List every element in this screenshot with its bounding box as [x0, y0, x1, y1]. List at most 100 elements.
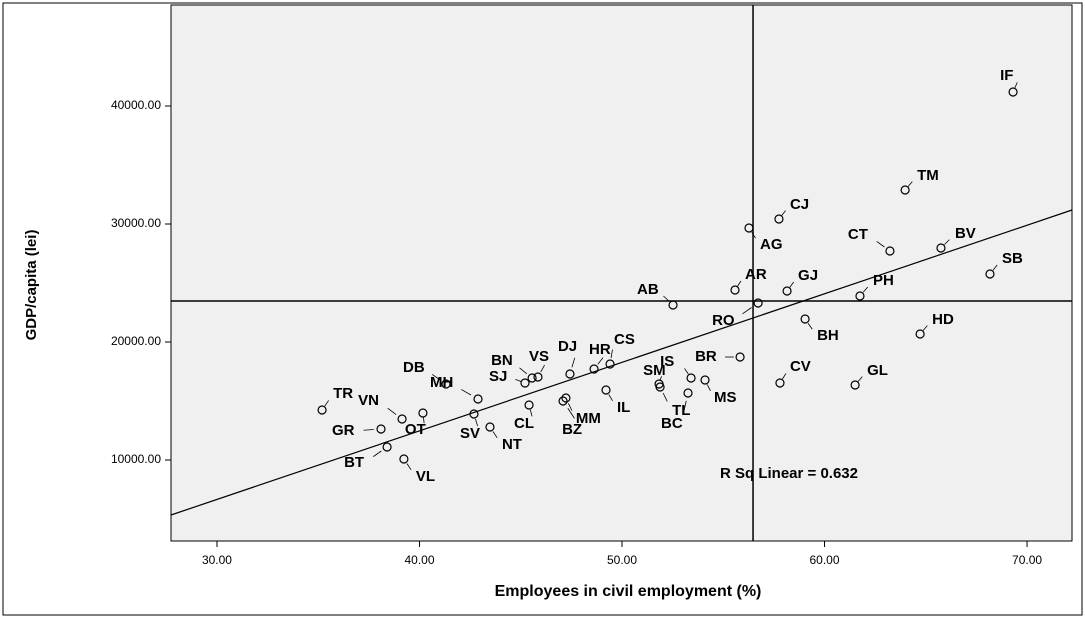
- point: [782, 286, 792, 296]
- point: [850, 380, 860, 390]
- point-label: RO: [712, 312, 735, 329]
- point-label: SB: [1002, 250, 1023, 267]
- point-label: CV: [790, 358, 811, 375]
- leader-line: [423, 417, 425, 424]
- x-tick-label: 70.00: [1012, 553, 1042, 567]
- leader-line: [857, 376, 863, 382]
- point-label: TM: [917, 167, 939, 184]
- point: [601, 385, 611, 395]
- point: [753, 298, 763, 308]
- point: [774, 214, 784, 224]
- point: [885, 246, 895, 256]
- point: [418, 408, 428, 418]
- leader-line: [406, 463, 412, 471]
- x-axis-title: Employees in civil employment (%): [495, 583, 762, 600]
- leader-line: [608, 394, 613, 402]
- leader-line: [492, 431, 498, 439]
- leader-line: [922, 325, 928, 331]
- leader-line: [363, 429, 374, 431]
- point-label: TL: [672, 402, 690, 419]
- leader-line: [431, 374, 441, 381]
- leader-line: [782, 373, 787, 380]
- point-label: IL: [617, 399, 630, 416]
- leader-line: [597, 357, 604, 365]
- point-label: CL: [514, 415, 534, 432]
- y-tick-label: 10000.00: [111, 452, 161, 466]
- leader-line: [610, 349, 613, 359]
- point: [485, 422, 495, 432]
- leader-line: [862, 286, 869, 293]
- fit-line: [170, 209, 1073, 516]
- point: [800, 314, 810, 324]
- point: [735, 352, 745, 362]
- point-label: BT: [344, 454, 364, 471]
- point: [561, 393, 571, 403]
- point: [744, 223, 754, 233]
- point-label: NT: [502, 436, 522, 453]
- leader-line: [568, 403, 573, 411]
- point: [441, 379, 451, 389]
- point: [605, 359, 615, 369]
- plot-area: [170, 4, 1073, 542]
- point-label: BC: [661, 415, 683, 432]
- leader-line: [737, 280, 742, 287]
- x-tick-label: 50.00: [607, 553, 637, 567]
- y-tick-label: 30000.00: [111, 216, 161, 230]
- leader-line: [684, 368, 689, 375]
- leader-line: [751, 232, 756, 239]
- leader-line: [662, 392, 668, 402]
- leader-line: [742, 307, 752, 315]
- leader-line: [324, 400, 330, 407]
- leader-line: [515, 379, 522, 382]
- point-label: GL: [867, 362, 888, 379]
- point: [382, 442, 392, 452]
- point: [683, 388, 693, 398]
- point-label: VL: [416, 468, 435, 485]
- point-label: AR: [745, 266, 767, 283]
- point-label: SJ: [489, 368, 507, 385]
- point: [855, 291, 865, 301]
- point: [900, 185, 910, 195]
- point-label: CT: [848, 226, 868, 243]
- point: [565, 369, 575, 379]
- point: [473, 394, 483, 404]
- point-label: TR: [333, 385, 353, 402]
- leader-line: [944, 239, 950, 245]
- point-label: PH: [873, 272, 894, 289]
- leader-line: [663, 295, 670, 302]
- x-tick-label: 40.00: [404, 553, 434, 567]
- y-tick-label: 40000.00: [111, 98, 161, 112]
- point-label: CS: [614, 331, 635, 348]
- leader-line: [807, 323, 813, 330]
- point-label: HD: [932, 311, 954, 328]
- point-label: GR: [332, 422, 355, 439]
- leader-line: [540, 364, 545, 373]
- point: [700, 375, 710, 385]
- point-label: OT: [405, 421, 426, 438]
- point: [589, 364, 599, 374]
- leader-line: [706, 384, 711, 392]
- point-label: AB: [637, 281, 659, 298]
- leader-line: [992, 264, 998, 271]
- leader-line: [907, 181, 913, 187]
- point-label: IS: [660, 353, 674, 370]
- point-label: GJ: [798, 267, 818, 284]
- x-tick-label: 60.00: [810, 553, 840, 567]
- leader-line: [781, 210, 786, 216]
- point: [399, 454, 409, 464]
- point: [686, 373, 696, 383]
- leader-line: [387, 407, 397, 415]
- leader-line: [567, 408, 575, 419]
- point: [533, 372, 543, 382]
- y-tick-label: 20000.00: [111, 334, 161, 348]
- point-label: BN: [491, 352, 513, 369]
- point: [915, 329, 925, 339]
- point: [558, 396, 568, 406]
- leader-line: [373, 450, 382, 457]
- point: [655, 382, 665, 392]
- point: [730, 285, 740, 295]
- point: [469, 409, 479, 419]
- annotation: R Sq Linear = 0.632: [720, 465, 858, 482]
- point: [936, 243, 946, 253]
